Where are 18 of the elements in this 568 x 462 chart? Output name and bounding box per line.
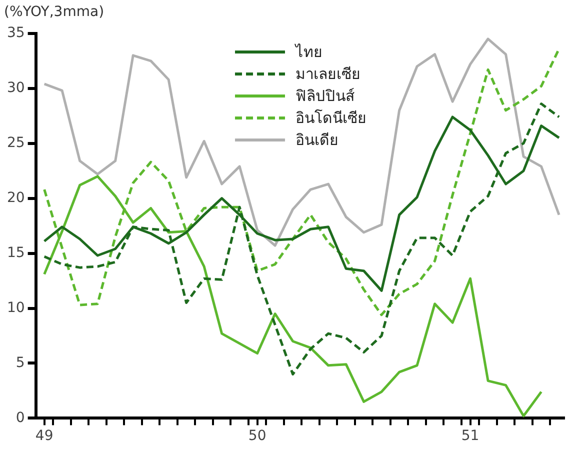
x-tick-label: 49 [35,428,54,444]
y-tick-label: 5 [16,354,25,371]
x-tick-label: 50 [248,428,266,444]
line-series [43,102,560,376]
y-tick-label: 15 [6,244,25,261]
legend-label: มาเลยเซีย [295,64,360,86]
y-tick-label: 10 [6,300,25,316]
y-tick-label: 35 [6,25,25,42]
legend-label: ฟิลิปปินส์ [295,86,354,108]
y-tick-label: 20 [6,190,25,206]
legend-label: ไทย [295,42,322,64]
legend-label: อินเดีย [295,130,338,152]
y-tick-label: 30 [6,80,25,96]
y-axis-title: (%YOY,3mma) [4,4,104,20]
x-tick-label: 51 [461,428,480,444]
legend-label: อินโดนีเซีย [295,108,366,130]
y-tick-label: 0 [16,410,25,426]
y-tick-label: 25 [6,134,25,151]
